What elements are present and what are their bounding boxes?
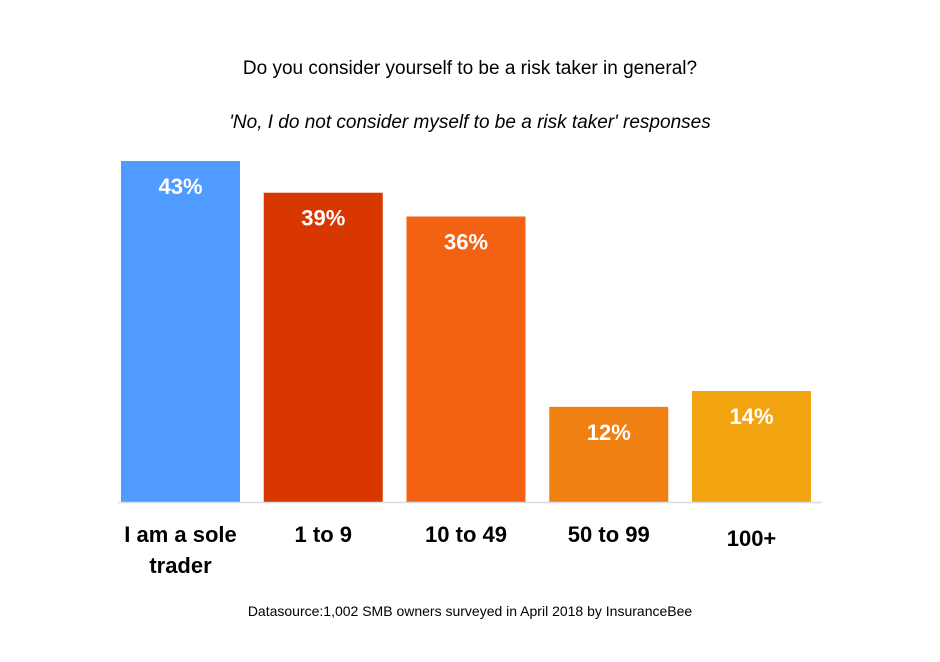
x-tick-label: I am a sole <box>124 522 237 547</box>
data-label: 12% <box>587 420 631 445</box>
x-tick-label: 1 to 9 <box>295 522 352 547</box>
data-label: 39% <box>301 206 345 231</box>
x-tick-label: 100+ <box>727 526 777 551</box>
x-tick-label: 50 to 99 <box>568 522 650 547</box>
bar <box>692 390 811 502</box>
bar <box>121 161 240 502</box>
x-tick-label: trader <box>149 553 212 578</box>
data-label: 36% <box>444 230 488 255</box>
x-tick-label: 10 to 49 <box>425 522 507 547</box>
chart-subtitle: 'No, I do not consider myself to be a ri… <box>229 112 711 133</box>
data-source-note: Datasource:1,002 SMB owners surveyed in … <box>247 603 693 619</box>
bar <box>406 216 526 502</box>
data-label: 43% <box>158 174 202 199</box>
data-label: 14% <box>729 404 773 429</box>
bar <box>549 406 669 502</box>
bar <box>263 192 383 502</box>
chart-title: Do you consider yourself to be a risk ta… <box>242 58 698 79</box>
